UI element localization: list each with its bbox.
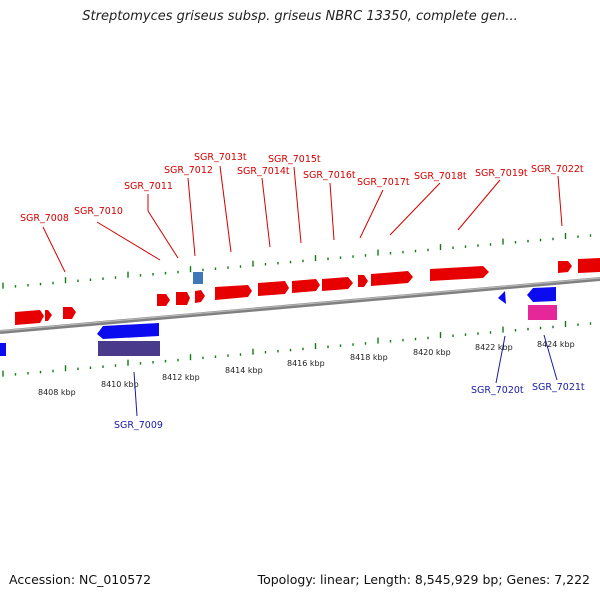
leader-sgr-7017t <box>359 189 384 239</box>
gene-arrow-sgr-7018t[interactable] <box>358 275 368 287</box>
gene-arrow-fwd-14[interactable] <box>558 261 572 273</box>
label-sgr-7022t[interactable]: SGR_7022t <box>531 164 584 175</box>
ruler-ticks-forward <box>2 233 592 289</box>
ruler-label-8420: 8420 kbp <box>413 348 451 357</box>
label-sgr-7016t[interactable]: SGR_7016t <box>303 170 356 181</box>
gene-arrow-sgr-7016t[interactable] <box>292 279 320 293</box>
ruler-label-8422: 8422 kbp <box>475 343 513 352</box>
gene-arrow-sgr-7019t[interactable] <box>371 271 413 286</box>
gene-arrow-sgr-7013t[interactable] <box>195 290 205 303</box>
leader-sgr-7008 <box>42 226 66 273</box>
gene-arrow-sgr-7011[interactable] <box>157 294 170 306</box>
gene-arrow-fwd-15[interactable] <box>578 258 600 273</box>
gene-arrow-sgr-7008[interactable] <box>15 310 44 325</box>
label-sgr-7013t[interactable]: SGR_7013t <box>194 152 247 163</box>
map-title: Streptomyces griseus subsp. griseus NBRC… <box>82 9 518 24</box>
chromosome-backbone <box>0 277 600 334</box>
label-sgr-7010[interactable]: SGR_7010 <box>74 206 123 217</box>
ruler-label-8416: 8416 kbp <box>287 359 325 368</box>
label-sgr-7015t[interactable]: SGR_7015t <box>268 154 321 165</box>
leader-sgr-7018t <box>389 182 441 236</box>
ruler-label-8410: 8410 kbp <box>101 380 139 389</box>
leader-sgr-7009 <box>133 371 138 417</box>
gene-arrow-sgr-7021t[interactable] <box>527 287 556 302</box>
leader-sgr-7019t <box>457 179 501 231</box>
forward-strand-genes <box>15 258 600 325</box>
label-sgr-7017t[interactable]: SGR_7017t <box>357 177 410 188</box>
rna-feature-small[interactable] <box>193 272 203 284</box>
ruler-label-8424: 8424 kbp <box>537 340 575 349</box>
leader-sgr-7012 <box>187 177 196 257</box>
leader-sgr-7014t <box>261 177 271 248</box>
reverse-gene-labels: SGR_7009 SGR_7020t SGR_7021t <box>114 382 585 431</box>
leader-sgr-7015t <box>293 166 302 244</box>
label-sgr-7020t[interactable]: SGR_7020t <box>471 385 524 396</box>
label-sgr-7009[interactable]: SGR_7009 <box>114 420 163 431</box>
gene-arrow-sgr-7012[interactable] <box>176 292 190 305</box>
chromosome-backbone-highlight <box>0 277 600 332</box>
label-sgr-7021t[interactable]: SGR_7021t <box>532 382 585 393</box>
label-sgr-7018t[interactable]: SGR_7018t <box>414 171 467 182</box>
gene-arrow-sgr-7010[interactable] <box>63 307 76 319</box>
ruler-label-8412: 8412 kbp <box>162 373 200 382</box>
gene-arrow-sgr-7020t[interactable] <box>498 291 506 304</box>
ruler-label-8418: 8418 kbp <box>350 353 388 362</box>
gene-arrow-sgr-7015t[interactable] <box>258 281 289 296</box>
label-sgr-7019t[interactable]: SGR_7019t <box>475 168 528 179</box>
gene-arrow-sgr-7014t[interactable] <box>215 285 252 300</box>
ruler-ticks-reverse <box>2 321 592 377</box>
accession-text: Accession: NC_010572 <box>9 572 152 587</box>
leader-sgr-7011b <box>147 210 179 259</box>
rna-feature-sgr-7021t[interactable] <box>528 305 557 320</box>
gene-arrow-sgr-7017t[interactable] <box>322 277 353 291</box>
gene-arrow-fwd-2[interactable] <box>45 310 52 321</box>
ruler-label-8414: 8414 kbp <box>225 366 263 375</box>
ruler-labels: 8408 kbp 8410 kbp 8412 kbp 8414 kbp 8416… <box>38 340 575 397</box>
leader-sgr-7013t <box>219 165 232 253</box>
cds-feature-sgr-7009[interactable] <box>98 341 160 356</box>
label-sgr-7008[interactable]: SGR_7008 <box>20 213 69 224</box>
ruler-label-8408: 8408 kbp <box>38 388 76 397</box>
gene-arrow-sgr-7009[interactable] <box>97 323 159 339</box>
reverse-strand-genes <box>0 287 557 356</box>
leader-sgr-7010 <box>96 221 161 261</box>
leader-sgr-7022t <box>557 175 563 227</box>
label-sgr-7011[interactable]: SGR_7011 <box>124 181 173 192</box>
forward-gene-labels: SGR_7008 SGR_7010 SGR_7011 SGR_7012 SGR_… <box>20 152 584 224</box>
leader-sgr-7021t <box>543 334 558 381</box>
label-sgr-7014t[interactable]: SGR_7014t <box>237 166 290 177</box>
label-leaders <box>42 165 563 417</box>
label-sgr-7012[interactable]: SGR_7012 <box>164 165 213 176</box>
leader-sgr-7020t <box>495 335 506 384</box>
gene-arrow-rev-edge[interactable] <box>0 343 6 356</box>
gene-arrow-sgr-7022t[interactable] <box>430 266 489 281</box>
leader-sgr-7016t <box>329 182 335 241</box>
topology-text: Topology: linear; Length: 8,545,929 bp; … <box>257 572 590 587</box>
